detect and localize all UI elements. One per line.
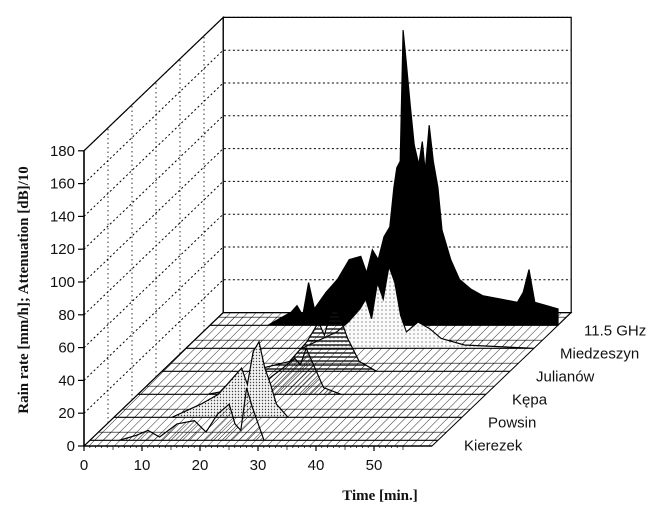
x-tick-label: 10: [134, 457, 151, 474]
series-label-kierezek: Kierezek: [464, 437, 523, 454]
gridline: [83, 115, 572, 250]
y-tick-label: 60: [58, 340, 75, 357]
y-tick-label: 120: [50, 241, 75, 258]
series-label-miedzeszyn: Miedzeszyn: [560, 345, 639, 362]
y-tick-label: 140: [50, 208, 75, 225]
series-label-julian-w: Julianów: [536, 368, 595, 385]
y-tick-label: 80: [58, 307, 75, 324]
x-axis-label: Time [min.]: [342, 488, 418, 504]
gridline: [83, 246, 572, 381]
x-tick-label: 50: [366, 457, 383, 474]
series-area: [186, 263, 535, 349]
y-tick-label: 20: [58, 405, 75, 422]
gridline: [83, 49, 572, 184]
gridline: [83, 213, 572, 348]
gridline: [83, 82, 572, 217]
x-tick-label: 40: [308, 457, 325, 474]
y-axis-label: Rain rate [mm/h]; Attenuation [dB]/10: [16, 166, 32, 414]
y-tick-label: 0: [67, 438, 75, 455]
series-miedzeszyn: [185, 263, 544, 349]
x-tick-label: 20: [192, 457, 209, 474]
series-ribbon: [113, 408, 472, 418]
gridline: [83, 180, 572, 316]
series-powsin: [113, 340, 472, 418]
series-label-11-5-ghz: 11.5 GHz: [584, 322, 646, 339]
series-11-5-ghz: [209, 30, 568, 326]
y-tick-label: 160: [50, 176, 75, 193]
y-tick-label: 40: [58, 372, 75, 389]
x-tick-label: 30: [250, 457, 267, 474]
y-tick-label: 180: [50, 143, 75, 160]
series-area: [114, 340, 462, 418]
y-tick-label: 100: [50, 274, 75, 291]
series-kierezek: [89, 387, 448, 441]
x-tick-label: 0: [80, 457, 88, 474]
series-label-k-pa: Kępa: [512, 391, 548, 408]
series-label-powsin: Powsin: [488, 414, 536, 431]
series-area: [210, 30, 559, 326]
gridline: [83, 16, 572, 152]
gridline: [83, 148, 572, 283]
series-area: [90, 387, 438, 441]
series-area: [162, 307, 510, 372]
